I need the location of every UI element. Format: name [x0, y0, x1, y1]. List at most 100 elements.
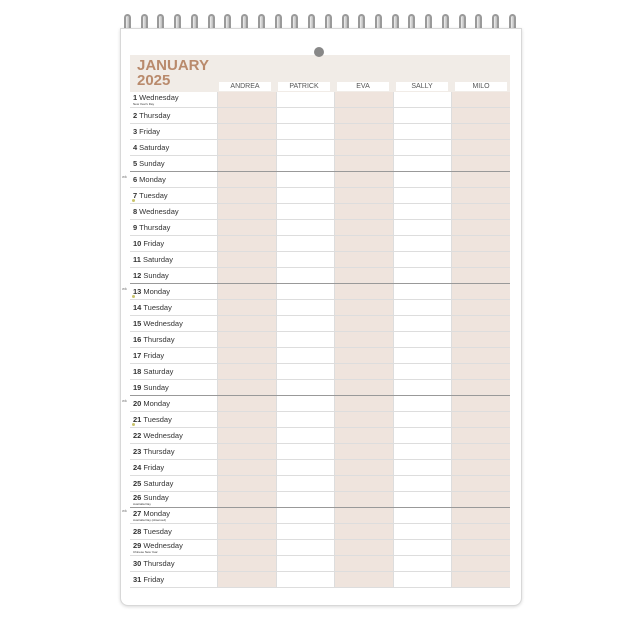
entry-cell-andrea[interactable]	[217, 444, 276, 459]
entry-cell-eva[interactable]	[334, 476, 393, 491]
entry-cell-sally[interactable]	[392, 476, 452, 491]
entry-cell-sally[interactable]	[392, 492, 452, 507]
entry-cell-milo[interactable]	[451, 396, 510, 411]
entry-cell-milo[interactable]	[451, 316, 510, 331]
entry-cell-patrick[interactable]	[275, 508, 335, 523]
entry-cell-andrea[interactable]	[217, 460, 276, 475]
entry-cell-sally[interactable]	[392, 348, 452, 363]
entry-cell-milo[interactable]	[451, 108, 510, 123]
entry-cell-andrea[interactable]	[217, 348, 276, 363]
entry-cell-milo[interactable]	[451, 380, 510, 395]
entry-cell-milo[interactable]	[451, 156, 510, 171]
entry-cell-eva[interactable]	[334, 300, 393, 315]
entry-cell-sally[interactable]	[392, 460, 452, 475]
entry-cell-patrick[interactable]	[275, 428, 335, 443]
entry-cell-milo[interactable]	[451, 204, 510, 219]
entry-cell-eva[interactable]	[334, 332, 393, 347]
entry-cell-eva[interactable]	[334, 124, 393, 139]
entry-cell-eva[interactable]	[334, 316, 393, 331]
entry-cell-patrick[interactable]	[275, 300, 335, 315]
entry-cell-andrea[interactable]	[217, 220, 276, 235]
entry-cell-sally[interactable]	[392, 412, 452, 427]
entry-cell-milo[interactable]	[451, 300, 510, 315]
entry-cell-sally[interactable]	[392, 508, 452, 523]
entry-cell-patrick[interactable]	[275, 124, 335, 139]
entry-cell-eva[interactable]	[334, 508, 393, 523]
entry-cell-sally[interactable]	[392, 188, 452, 203]
entry-cell-milo[interactable]	[451, 348, 510, 363]
entry-cell-eva[interactable]	[334, 428, 393, 443]
entry-cell-patrick[interactable]	[275, 412, 335, 427]
entry-cell-sally[interactable]	[392, 268, 452, 283]
entry-cell-eva[interactable]	[334, 172, 393, 187]
entry-cell-milo[interactable]	[451, 124, 510, 139]
entry-cell-eva[interactable]	[334, 524, 393, 539]
entry-cell-sally[interactable]	[392, 204, 452, 219]
entry-cell-milo[interactable]	[451, 92, 510, 107]
entry-cell-milo[interactable]	[451, 364, 510, 379]
entry-cell-andrea[interactable]	[217, 428, 276, 443]
entry-cell-patrick[interactable]	[275, 332, 335, 347]
entry-cell-milo[interactable]	[451, 140, 510, 155]
entry-cell-eva[interactable]	[334, 268, 393, 283]
entry-cell-andrea[interactable]	[217, 108, 276, 123]
entry-cell-patrick[interactable]	[275, 444, 335, 459]
entry-cell-milo[interactable]	[451, 284, 510, 299]
entry-cell-milo[interactable]	[451, 332, 510, 347]
entry-cell-andrea[interactable]	[217, 188, 276, 203]
entry-cell-eva[interactable]	[334, 156, 393, 171]
entry-cell-sally[interactable]	[392, 524, 452, 539]
entry-cell-andrea[interactable]	[217, 172, 276, 187]
entry-cell-andrea[interactable]	[217, 396, 276, 411]
entry-cell-eva[interactable]	[334, 460, 393, 475]
entry-cell-andrea[interactable]	[217, 380, 276, 395]
entry-cell-milo[interactable]	[451, 252, 510, 267]
entry-cell-sally[interactable]	[392, 572, 452, 587]
entry-cell-andrea[interactable]	[217, 124, 276, 139]
entry-cell-andrea[interactable]	[217, 140, 276, 155]
entry-cell-patrick[interactable]	[275, 252, 335, 267]
entry-cell-eva[interactable]	[334, 188, 393, 203]
entry-cell-sally[interactable]	[392, 124, 452, 139]
entry-cell-milo[interactable]	[451, 172, 510, 187]
entry-cell-milo[interactable]	[451, 572, 510, 587]
entry-cell-andrea[interactable]	[217, 508, 276, 523]
entry-cell-eva[interactable]	[334, 364, 393, 379]
entry-cell-milo[interactable]	[451, 492, 510, 507]
entry-cell-patrick[interactable]	[275, 380, 335, 395]
entry-cell-eva[interactable]	[334, 140, 393, 155]
entry-cell-andrea[interactable]	[217, 316, 276, 331]
entry-cell-milo[interactable]	[451, 428, 510, 443]
entry-cell-andrea[interactable]	[217, 572, 276, 587]
entry-cell-sally[interactable]	[392, 300, 452, 315]
entry-cell-milo[interactable]	[451, 236, 510, 251]
entry-cell-eva[interactable]	[334, 284, 393, 299]
entry-cell-patrick[interactable]	[275, 172, 335, 187]
entry-cell-eva[interactable]	[334, 252, 393, 267]
entry-cell-eva[interactable]	[334, 92, 393, 107]
entry-cell-patrick[interactable]	[275, 364, 335, 379]
entry-cell-andrea[interactable]	[217, 204, 276, 219]
entry-cell-milo[interactable]	[451, 460, 510, 475]
entry-cell-patrick[interactable]	[275, 476, 335, 491]
entry-cell-andrea[interactable]	[217, 556, 276, 571]
entry-cell-patrick[interactable]	[275, 572, 335, 587]
entry-cell-milo[interactable]	[451, 220, 510, 235]
entry-cell-patrick[interactable]	[275, 204, 335, 219]
entry-cell-andrea[interactable]	[217, 524, 276, 539]
entry-cell-eva[interactable]	[334, 380, 393, 395]
entry-cell-milo[interactable]	[451, 444, 510, 459]
entry-cell-patrick[interactable]	[275, 460, 335, 475]
entry-cell-sally[interactable]	[392, 428, 452, 443]
entry-cell-sally[interactable]	[392, 380, 452, 395]
entry-cell-patrick[interactable]	[275, 524, 335, 539]
entry-cell-eva[interactable]	[334, 204, 393, 219]
entry-cell-eva[interactable]	[334, 556, 393, 571]
entry-cell-sally[interactable]	[392, 284, 452, 299]
entry-cell-patrick[interactable]	[275, 284, 335, 299]
entry-cell-sally[interactable]	[392, 108, 452, 123]
entry-cell-sally[interactable]	[392, 92, 452, 107]
entry-cell-andrea[interactable]	[217, 252, 276, 267]
entry-cell-sally[interactable]	[392, 172, 452, 187]
entry-cell-patrick[interactable]	[275, 108, 335, 123]
